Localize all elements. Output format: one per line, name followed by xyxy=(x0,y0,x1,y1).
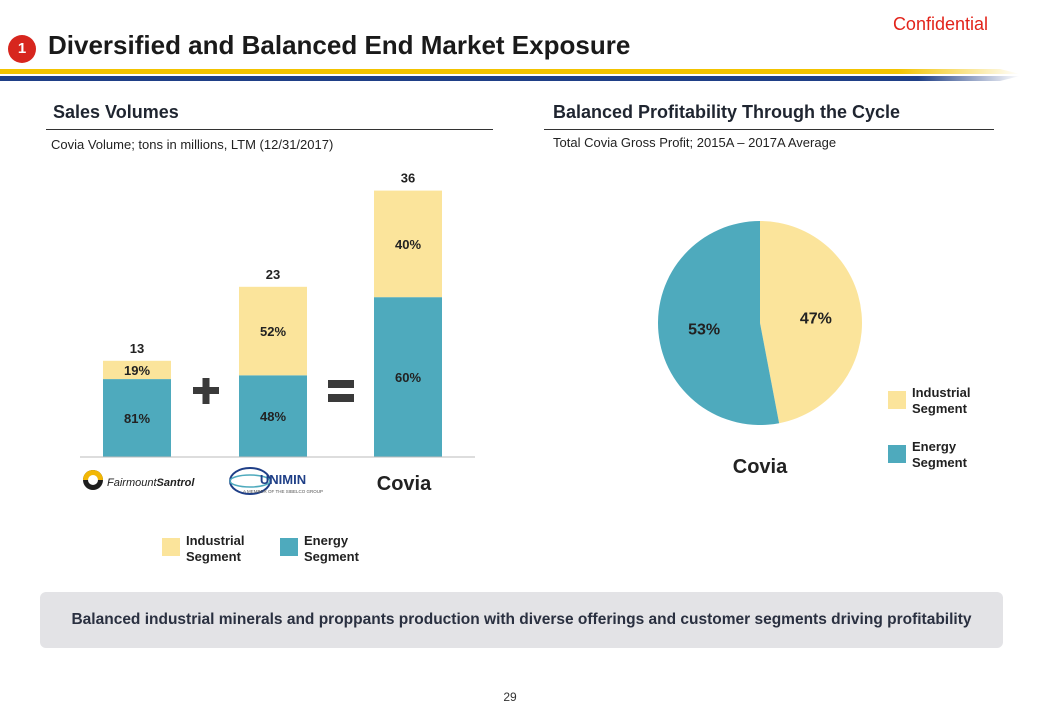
right-legend-energy-swatch xyxy=(888,445,906,463)
fairmount-santrol-logo: FairmountSantrol xyxy=(83,470,195,490)
sales-volume-bar-chart: 81% 19% 13 48% 52% 23 60% 40% 36 FairmountSantro… xyxy=(80,171,475,495)
pie-slice-energy-segment xyxy=(657,221,780,425)
left-legend-energy-label: Energy Segment xyxy=(304,533,359,564)
santrol-logo-text: Santrol xyxy=(157,477,196,489)
left-legend-industrial-swatch xyxy=(162,538,180,556)
bar-total-label-fairmount-santrol: 13 xyxy=(130,341,144,356)
left-panel-subtitle: Covia Volume; tons in millions, LTM (12/… xyxy=(51,137,334,152)
left-panel-rule xyxy=(46,129,493,130)
bar-energy-covia xyxy=(374,297,442,457)
right-legend-energy-label: Energy Segment xyxy=(912,439,967,470)
unimin-logo-text: UNIMIN xyxy=(260,472,306,487)
bar-total-label-unimin: 23 xyxy=(266,267,280,282)
takeaway-banner-text: Balanced industrial minerals and proppan… xyxy=(71,611,972,628)
right-legend-industrial-label: Industrial Segment xyxy=(912,385,971,416)
bar-industrial-unimin xyxy=(239,286,307,376)
pie-label-industrial-segment: 47% xyxy=(800,311,832,328)
page-number: 29 xyxy=(503,690,517,704)
bar-label-energy-unimin: 48% xyxy=(260,409,286,424)
left-legend-energy-swatch xyxy=(280,538,298,556)
bar-label-industrial-unimin: 52% xyxy=(260,324,286,339)
plus-icon xyxy=(193,378,219,404)
equals-icon xyxy=(328,380,354,402)
bar-label-industrial-fairmount-santrol: 19% xyxy=(124,363,150,378)
unimin-logo: UNIMIN A MEMBER OF THE SIBELCO GROUP xyxy=(229,467,323,495)
bar-energy-fairmount-santrol xyxy=(103,379,171,457)
bar-industrial-fairmount-santrol xyxy=(103,360,171,380)
pie-slice-industrial-segment xyxy=(760,221,862,424)
right-panel-title: Balanced Profitability Through the Cycle xyxy=(553,102,901,122)
right-legend-industrial-swatch xyxy=(888,391,906,409)
svg-text:FairmountSantrol: FairmountSantrol xyxy=(107,477,195,489)
left-legend-industrial-label: Industrial Segment xyxy=(186,533,245,564)
bar-label-energy-covia: 60% xyxy=(395,370,421,385)
right-panel-subtitle: Total Covia Gross Profit; 2015A – 2017A … xyxy=(553,135,837,150)
header-stripe xyxy=(0,69,1020,81)
page-title: Diversified and Balanced End Market Expo… xyxy=(48,30,631,60)
bar-total-label-covia: 36 xyxy=(401,171,415,186)
pie-label-energy-segment: 53% xyxy=(688,321,720,338)
unimin-logo-tagline: A MEMBER OF THE SIBELCO GROUP xyxy=(243,489,323,494)
bar-label-industrial-covia: 40% xyxy=(395,237,421,252)
bar-industrial-covia xyxy=(374,190,442,298)
bar-label-energy-fairmount-santrol: 81% xyxy=(124,411,150,426)
pie-chart-label: Covia xyxy=(733,456,788,478)
left-panel-title: Sales Volumes xyxy=(53,102,179,122)
confidential-label: Confidential xyxy=(892,14,988,34)
section-number-badge: 1 xyxy=(8,35,36,63)
right-panel-rule xyxy=(544,129,994,130)
gross-profit-pie-chart: 47% 53% Covia xyxy=(657,221,862,478)
takeaway-banner: Balanced industrial minerals and proppan… xyxy=(40,592,1003,648)
bar-energy-unimin xyxy=(239,375,307,457)
fairmount-logo-text: Fairmount xyxy=(107,477,157,489)
covia-logo-text: Covia xyxy=(377,473,432,495)
